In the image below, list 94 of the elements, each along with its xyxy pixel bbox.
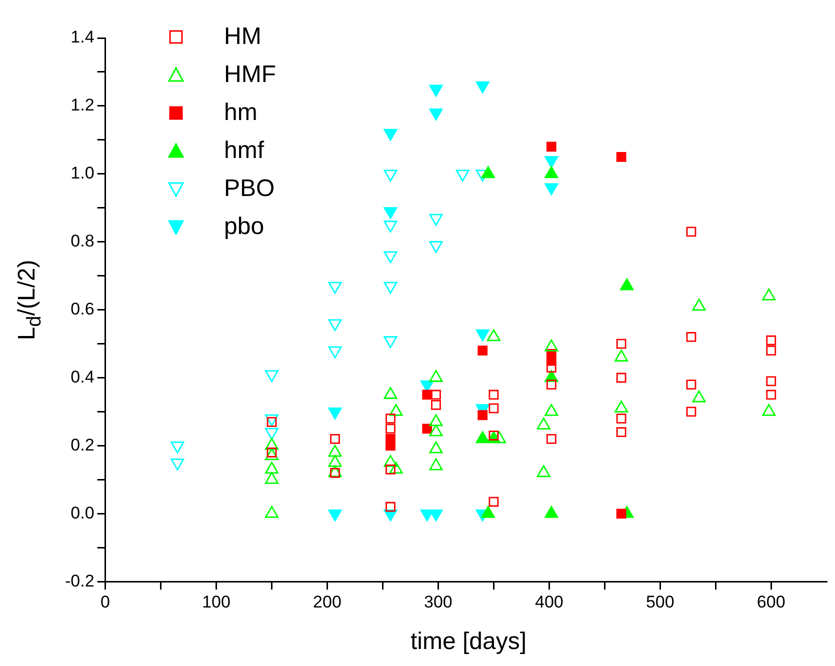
point — [544, 156, 558, 168]
point — [264, 462, 279, 474]
x-tick-label: 400 — [534, 592, 564, 612]
x-tick-label: 100 — [202, 592, 230, 612]
legend-label: HM — [224, 23, 262, 51]
point — [456, 170, 470, 182]
point — [384, 454, 398, 467]
point — [384, 128, 398, 141]
x-tick-label: 0 — [100, 592, 110, 612]
point — [264, 506, 279, 518]
point — [384, 387, 398, 399]
point — [544, 506, 558, 518]
point — [389, 404, 403, 416]
point — [481, 506, 495, 518]
point — [386, 414, 396, 424]
y-tick-label: 0.4 — [70, 367, 94, 386]
point — [766, 335, 776, 346]
point — [616, 427, 626, 438]
point — [264, 448, 279, 460]
point — [264, 438, 279, 450]
point — [544, 183, 558, 196]
x-axis-title: time [days] — [409, 628, 528, 656]
legend-label: PBO — [224, 175, 275, 203]
point — [328, 282, 342, 294]
legend-label: hmf — [224, 137, 264, 165]
point — [546, 380, 556, 390]
y-tick-label: 0.6 — [70, 299, 94, 318]
point — [384, 282, 398, 294]
point — [429, 241, 443, 253]
point — [616, 372, 626, 383]
point — [429, 441, 443, 454]
point — [429, 108, 443, 120]
point — [386, 424, 396, 434]
point — [544, 404, 558, 416]
point — [429, 414, 443, 426]
point — [328, 465, 342, 478]
y-tick-label: 1.2 — [70, 96, 94, 115]
point — [264, 472, 279, 484]
y-tick-label: 1.0 — [70, 164, 94, 183]
point — [762, 404, 776, 416]
point — [692, 390, 706, 402]
point — [384, 220, 398, 233]
point — [766, 390, 776, 400]
point — [686, 332, 696, 342]
point — [536, 465, 550, 478]
point — [546, 362, 556, 372]
point — [478, 410, 488, 420]
y-tick-label: 1.4 — [70, 28, 94, 47]
legend-label: hm — [224, 99, 258, 127]
point — [386, 440, 396, 451]
point — [328, 454, 342, 467]
point — [478, 346, 488, 356]
point — [429, 424, 443, 436]
point — [488, 403, 499, 414]
legend-label: HMF — [224, 61, 276, 89]
point — [384, 251, 398, 264]
point — [476, 81, 490, 94]
point — [536, 418, 550, 430]
point — [330, 434, 340, 444]
point — [384, 207, 398, 219]
x-tick-label: 200 — [313, 592, 342, 612]
point — [476, 431, 490, 444]
point — [386, 464, 396, 474]
point — [616, 338, 626, 349]
x-tick-label: 300 — [424, 592, 452, 612]
point — [488, 496, 499, 507]
point — [431, 390, 441, 400]
point — [389, 462, 403, 474]
x-tick-label: 500 — [646, 592, 674, 612]
point — [686, 226, 696, 237]
point — [422, 424, 432, 434]
point — [686, 406, 696, 417]
point — [476, 329, 490, 342]
y-tick-label: 0.8 — [70, 232, 94, 251]
point — [766, 376, 776, 386]
point — [616, 414, 626, 424]
point — [429, 458, 443, 470]
point — [384, 170, 398, 182]
point — [488, 390, 499, 400]
point — [429, 214, 443, 226]
point — [386, 502, 396, 512]
point — [614, 400, 628, 413]
x-tick-label: 600 — [756, 592, 786, 612]
point — [429, 84, 443, 97]
legend-label: pbo — [224, 213, 264, 241]
point — [431, 400, 441, 410]
y-tick-label: -0.2 — [64, 571, 94, 590]
point — [492, 431, 506, 444]
point — [546, 434, 556, 444]
point — [686, 380, 696, 390]
point — [328, 444, 342, 457]
point — [766, 346, 776, 356]
y-tick-label: 0.0 — [70, 503, 94, 522]
y-tick-label: 0.2 — [70, 435, 94, 454]
